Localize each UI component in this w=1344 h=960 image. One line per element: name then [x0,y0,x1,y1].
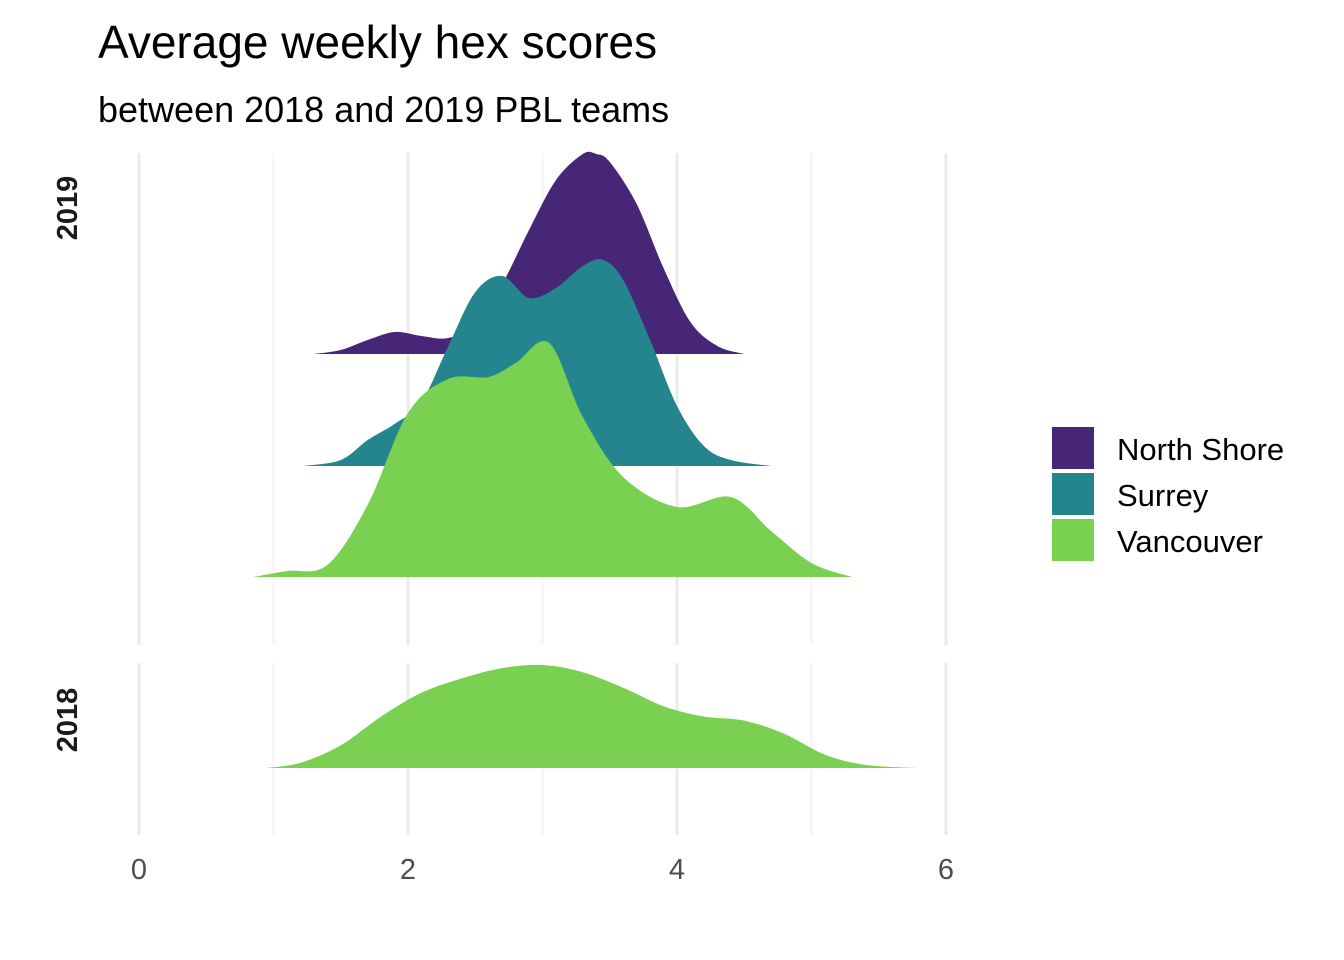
chart-title: Average weekly hex scores [98,16,657,68]
ridge-2019-vancouver [253,340,852,577]
ridges-2019 [253,151,852,577]
legend-label-surrey: Surrey [1117,478,1209,513]
legend-label-vancouver: Vancouver [1117,524,1263,559]
legend-key-surrey [1052,473,1094,515]
x-tick-label-2: 2 [400,854,416,886]
ridge-2018-vancouver [266,664,920,768]
chart-subtitle: between 2018 and 2019 PBL teams [98,89,669,130]
ridges-2018 [266,664,920,768]
facet-panel-2018: 2018 [52,663,948,835]
facet-panel-2019: 2019 [52,151,948,645]
x-tick-label-6: 6 [938,854,954,886]
legend-label-north-shore: North Shore [1117,432,1284,467]
facet-label-2019: 2019 [52,176,84,241]
legend: North Shore Surrey Vancouver [1052,427,1284,561]
x-axis-tick-labels: 0 2 4 6 [131,854,954,886]
ridge-2019-north-shore [313,151,745,354]
gridlines-2019 [137,153,948,645]
facet-label-2018: 2018 [52,688,84,753]
legend-key-north-shore [1052,427,1094,469]
legend-key-vancouver [1052,519,1094,561]
x-tick-label-0: 0 [131,854,147,886]
x-tick-label-4: 4 [669,854,685,886]
